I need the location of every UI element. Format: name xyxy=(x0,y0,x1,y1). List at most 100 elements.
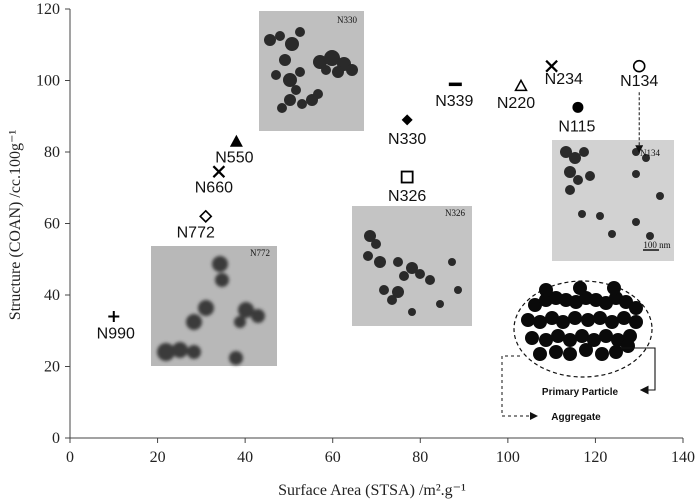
particle xyxy=(313,55,327,69)
primary-particle-sphere xyxy=(568,311,582,325)
particle xyxy=(313,89,323,99)
point-label: N660 xyxy=(195,180,233,197)
primary-particle-sphere xyxy=(521,313,535,327)
aggregate-label: Aggregate xyxy=(551,412,601,423)
x-tick-label: 100 xyxy=(496,449,520,466)
y-tick-label: 60 xyxy=(44,216,60,233)
data-point: N330 xyxy=(388,114,426,148)
marker-x xyxy=(545,59,558,73)
primary-particle-sphere xyxy=(533,347,547,361)
particle xyxy=(285,37,299,51)
particle xyxy=(283,73,297,87)
particle xyxy=(596,212,604,220)
primary-particle-sphere xyxy=(549,345,563,359)
x-tick-label: 0 xyxy=(66,449,74,466)
particle xyxy=(275,31,285,41)
particle xyxy=(415,269,425,279)
particle xyxy=(186,314,202,330)
particle xyxy=(364,230,376,242)
point-label: N234 xyxy=(545,71,583,88)
marker-diamond-open xyxy=(199,209,213,223)
primary-particle-sphere xyxy=(595,347,609,361)
particle xyxy=(379,285,389,295)
y-axis-title: Structure (COAN) /cc.100g⁻¹ xyxy=(7,130,24,321)
data-point: N326 xyxy=(388,170,426,205)
particle xyxy=(363,251,373,261)
y-tick-label: 20 xyxy=(44,359,60,376)
particle xyxy=(187,345,201,359)
particle xyxy=(425,275,435,285)
primary-particle-label: Primary Particle xyxy=(542,387,619,398)
tem-image-label: N772 xyxy=(250,248,270,258)
particle xyxy=(346,64,358,76)
primary-particle-sphere xyxy=(575,329,589,343)
primary-particle-sphere xyxy=(617,311,631,325)
point-label: N326 xyxy=(388,188,426,205)
primary-particle-sphere xyxy=(607,281,621,295)
primary-particle-sphere xyxy=(545,311,559,325)
particle xyxy=(656,192,664,200)
primary-particle-sphere xyxy=(563,333,577,347)
particle xyxy=(279,54,291,66)
particle xyxy=(291,85,301,95)
x-tick-label: 40 xyxy=(237,449,253,466)
particle xyxy=(565,185,575,195)
data-points: N990 N772 N660 N550 N330 N326 N339 N220 N234 N115… xyxy=(97,59,658,342)
x-tick-label: 20 xyxy=(150,449,166,466)
particle xyxy=(271,70,281,80)
particle xyxy=(579,147,589,157)
particle xyxy=(632,170,640,178)
y-tick-label: 100 xyxy=(36,73,60,90)
tem-image: N326 xyxy=(352,206,472,326)
aggregate-arrow xyxy=(501,355,538,420)
primary-particle-sphere xyxy=(573,281,587,295)
scale-bar-label: 100 nm xyxy=(643,240,670,250)
marker-triangle-filled xyxy=(229,134,243,147)
primary-particle-sphere xyxy=(605,315,619,329)
particle xyxy=(573,175,583,185)
marker-triangle-open xyxy=(514,78,528,92)
x-tick-label: 140 xyxy=(671,449,695,466)
particle xyxy=(234,316,246,328)
point-label: N134 xyxy=(620,73,658,90)
tem-insets: N330 N326 N772 N134 100 nm xyxy=(151,11,674,366)
primary-particle-sphere xyxy=(525,331,539,345)
particle xyxy=(295,27,305,37)
primary-particle-sphere xyxy=(533,315,547,329)
point-label: N990 xyxy=(97,325,135,342)
primary-particle-sphere xyxy=(528,298,542,312)
particle xyxy=(564,166,576,178)
primary-particle-sphere xyxy=(621,339,635,353)
marker-square-open xyxy=(400,170,414,184)
particle xyxy=(172,342,188,358)
particle xyxy=(251,309,265,323)
primary-particle-sphere xyxy=(551,329,565,343)
primary-particle-sphere xyxy=(581,313,595,327)
particle xyxy=(324,50,340,66)
x-tick-label: 80 xyxy=(412,449,428,466)
primary-particle-sphere xyxy=(609,345,623,359)
data-point: N134 xyxy=(620,59,658,154)
particle xyxy=(608,230,616,238)
point-label: N550 xyxy=(215,149,253,166)
particle xyxy=(277,103,287,113)
particle xyxy=(215,273,229,287)
particle xyxy=(321,65,331,75)
particle xyxy=(371,239,381,249)
primary-particle-arrow xyxy=(621,347,656,395)
primary-particle-sphere xyxy=(593,311,607,325)
y-tick-label: 40 xyxy=(44,287,60,304)
x-tick-label: 120 xyxy=(583,449,607,466)
particle xyxy=(454,286,462,294)
primary-particle-sphere xyxy=(556,315,570,329)
primary-particle-sphere xyxy=(587,333,601,347)
particle xyxy=(387,295,397,305)
data-point: N115 xyxy=(558,101,596,135)
tem-particles xyxy=(157,256,265,365)
aggregate-diagram: Primary Particle Aggregate xyxy=(501,280,656,423)
tem-particles xyxy=(363,230,462,316)
y-tick-label: 0 xyxy=(52,430,60,447)
x-tick-label: 60 xyxy=(325,449,341,466)
primary-particle-sphere xyxy=(579,343,593,357)
